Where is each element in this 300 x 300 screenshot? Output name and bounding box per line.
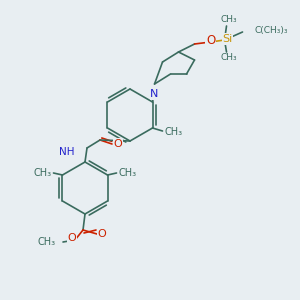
Text: O: O: [98, 229, 106, 239]
Text: N: N: [150, 89, 159, 99]
Text: CH₃: CH₃: [38, 237, 56, 247]
Text: O: O: [206, 34, 215, 47]
Text: O: O: [68, 233, 76, 243]
Text: O: O: [114, 139, 122, 149]
Text: CH₃: CH₃: [164, 127, 183, 137]
Text: Si: Si: [222, 34, 233, 44]
Text: C(CH₃)₃: C(CH₃)₃: [254, 26, 288, 34]
Text: CH₃: CH₃: [33, 168, 52, 178]
Text: CH₃: CH₃: [220, 16, 237, 25]
Text: CH₃: CH₃: [220, 53, 237, 62]
Text: NH: NH: [59, 147, 75, 157]
Text: CH₃: CH₃: [118, 168, 136, 178]
